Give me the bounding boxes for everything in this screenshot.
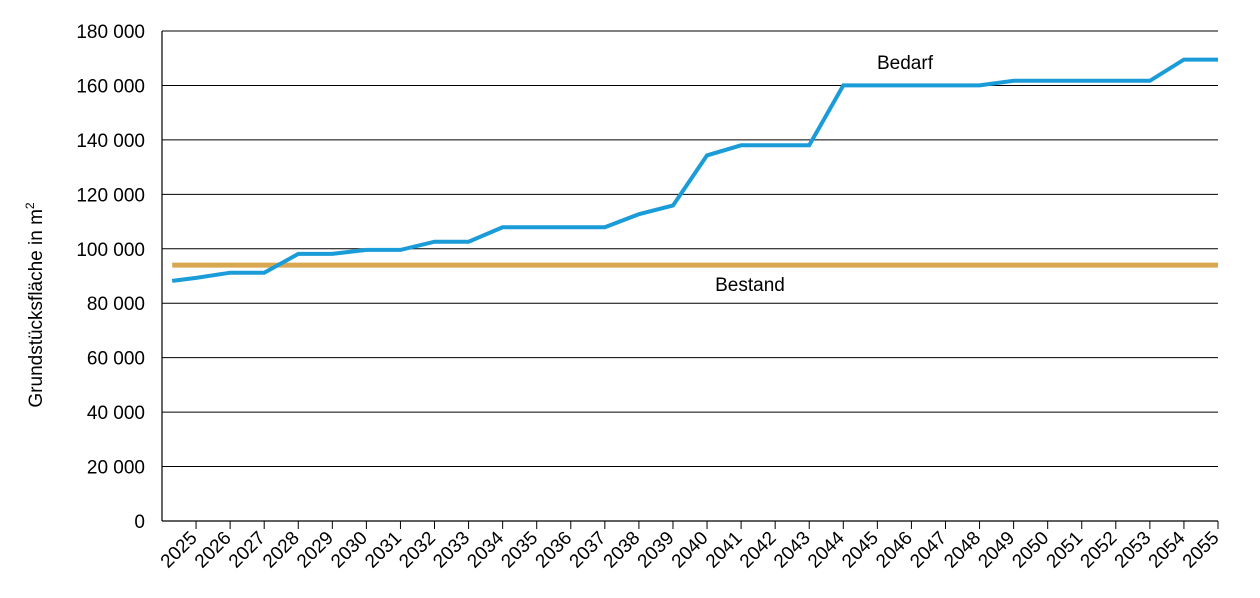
y-tick-label: 0 [134, 512, 145, 533]
x-tick-label: 2031 [361, 528, 406, 573]
x-tick-label: 2029 [293, 528, 338, 573]
x-tick-label: 2046 [872, 528, 917, 573]
y-tick-label: 80 000 [87, 294, 145, 315]
grid-lines [162, 30, 1218, 468]
x-axis: 2025202620272028202920302031203220332034… [157, 31, 1224, 572]
y-tick-label: 140 000 [76, 131, 145, 152]
y-axis-title: Grundstücksfläche in m2 [23, 202, 47, 408]
x-tick-label: 2049 [974, 528, 1019, 573]
x-tick-label: 2052 [1077, 528, 1122, 573]
x-tick-label: 2036 [532, 528, 577, 573]
x-tick-label: 2033 [429, 528, 474, 573]
x-tick-label: 2044 [804, 527, 849, 572]
x-tick-label: 2035 [497, 528, 542, 573]
y-tick-label: 40 000 [87, 403, 145, 424]
series-label-bedarf: Bedarf [877, 53, 934, 74]
x-tick-label: 2027 [225, 528, 270, 573]
y-tick-label: 60 000 [87, 349, 145, 370]
y-tick-label: 100 000 [76, 240, 145, 261]
series-labels: Bedarf Bestand [715, 53, 934, 296]
y-tick-label: 120 000 [76, 185, 145, 206]
x-tick-label: 2050 [1008, 528, 1053, 573]
x-tick-label: 2025 [157, 528, 202, 573]
x-tick-label: 2034 [463, 527, 508, 572]
x-tick-label: 2028 [259, 528, 304, 573]
x-tick-label: 2032 [395, 528, 440, 573]
x-tick-label: 2051 [1043, 528, 1088, 573]
y-tick-label: 160 000 [76, 76, 145, 97]
x-tick-label: 2040 [668, 528, 713, 573]
y-tick-label: 20 000 [87, 458, 145, 479]
x-tick-label: 2048 [940, 528, 985, 573]
x-tick-label: 2053 [1111, 528, 1156, 573]
x-tick-label: 2055 [1179, 528, 1224, 573]
x-tick-label: 2054 [1145, 527, 1190, 572]
x-tick-label: 2043 [770, 528, 815, 573]
y-tick-label: 180 000 [76, 22, 145, 43]
series-line-bedarf [171, 57, 1218, 283]
x-tick-label: 2047 [906, 528, 951, 573]
x-tick-label: 2026 [191, 528, 236, 573]
x-tick-label: 2045 [838, 528, 883, 573]
x-tick-label: 2042 [736, 528, 781, 573]
x-tick-label: 2037 [566, 528, 611, 573]
y-axis-tick-labels: 0 20 000 40 000 60 000 80 000 100 000 120 000 1… [76, 22, 145, 533]
series-label-bestand: Bestand [715, 275, 785, 296]
series-lines [171, 57, 1218, 283]
x-tick-label: 2038 [600, 528, 645, 573]
x-tick-label: 2039 [634, 528, 679, 573]
x-tick-label: 2030 [327, 528, 372, 573]
x-tick-label: 2041 [702, 528, 747, 573]
